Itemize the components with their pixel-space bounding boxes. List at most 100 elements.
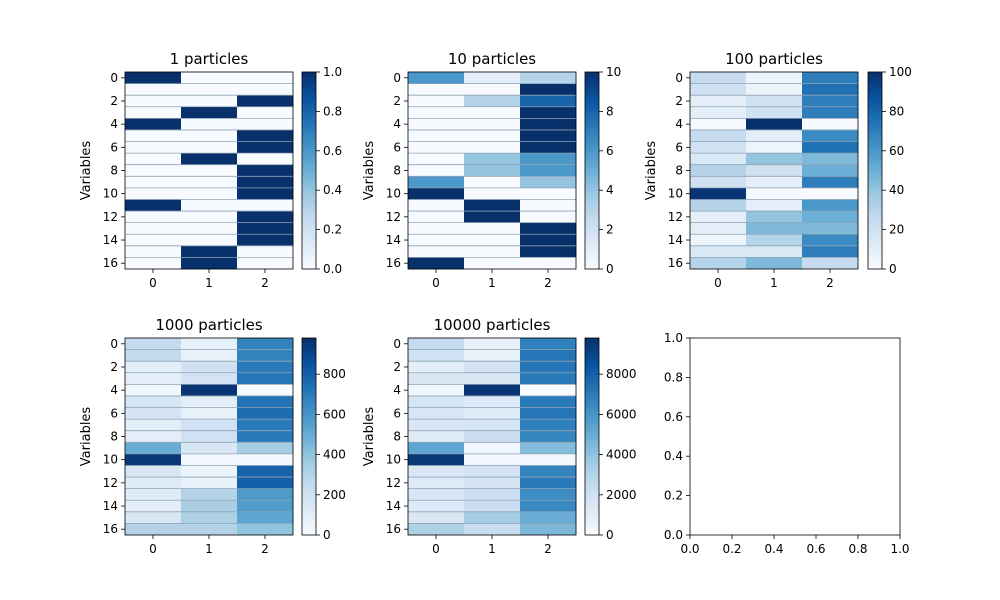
- heatmap-cell: [746, 245, 803, 258]
- heatmap-cell: [237, 500, 294, 513]
- heatmap-cell: [464, 453, 521, 466]
- x-tick-label: 1: [488, 542, 496, 556]
- heatmap-cell: [746, 83, 803, 96]
- y-tick-label: 0: [110, 71, 118, 85]
- heatmap-cell: [181, 245, 238, 258]
- colorbar: [301, 71, 317, 270]
- x-tick-label: 2: [826, 276, 834, 290]
- heatmap-cell: [408, 83, 465, 96]
- heatmap-cell: [464, 372, 521, 385]
- heatmap-cell: [125, 453, 182, 466]
- heatmap-cell: [464, 164, 521, 177]
- heatmap-cell: [408, 222, 465, 235]
- heatmap-cell: [181, 187, 238, 200]
- colorbar: [584, 337, 600, 536]
- heatmap-cell: [690, 245, 747, 258]
- heatmap-cell: [802, 72, 859, 84]
- heatmap-cell: [802, 176, 859, 189]
- heatmap-cell: [181, 477, 238, 489]
- heatmap-cell: [408, 199, 465, 212]
- x-tick-label: 1: [770, 276, 778, 290]
- heatmap-cell: [237, 453, 294, 466]
- empty-axes-panel: 0.0 0.2 0.4 0.6 0.8 1.0 0.0 0.2 0.4 0.6 0.8 1.0: [664, 331, 910, 556]
- heatmap-cell: [125, 153, 182, 166]
- heatmap-cell: [237, 384, 294, 397]
- heatmap-cell: [125, 442, 182, 455]
- colorbar-tick-label: 60: [889, 144, 904, 158]
- y-tick-label: 0: [393, 71, 401, 85]
- heatmap-cell: [181, 500, 238, 513]
- heatmap-cell: [464, 523, 521, 536]
- heatmap-cell: [690, 199, 747, 212]
- colorbar-tick-label: 0.6: [323, 144, 342, 158]
- heatmap-cell: [464, 234, 521, 247]
- heatmap-cell: [464, 500, 521, 513]
- heatmap-cell: [125, 118, 182, 131]
- heatmap-cell: [802, 211, 859, 223]
- heatmap-cell: [520, 372, 577, 385]
- heatmap-cell: [464, 361, 521, 374]
- heatmap-cell: [690, 187, 747, 200]
- y-tick-label: 0.6: [664, 410, 683, 424]
- x-tick-label: 1: [205, 276, 213, 290]
- heatmap-cell: [464, 419, 521, 432]
- heatmap-cell: [520, 500, 577, 513]
- heatmap-cell: [690, 164, 747, 177]
- y-tick-label: 12: [103, 476, 118, 490]
- y-tick-label: 12: [386, 476, 401, 490]
- heatmap-cell: [408, 372, 465, 385]
- heatmap-cell: [408, 349, 465, 362]
- colorbar-tick-label: 0.2: [323, 223, 342, 237]
- heatmap-cell: [464, 141, 521, 154]
- heatmap-cell: [520, 164, 577, 177]
- heatmap-cell: [408, 361, 465, 374]
- heatmap-cell: [746, 118, 803, 131]
- heatmap-cell: [125, 257, 182, 270]
- colorbar-tick-label: 20: [889, 223, 904, 237]
- heatmap-cell: [520, 211, 577, 223]
- y-tick-label: 10: [668, 187, 683, 201]
- y-tick-label: 16: [103, 256, 118, 270]
- heatmap-cell: [464, 153, 521, 166]
- heatmap-cell: [181, 442, 238, 455]
- heatmap-cell: [237, 407, 294, 420]
- heatmap-cell: [520, 419, 577, 432]
- y-tick-label: 14: [386, 233, 401, 247]
- heatmap-cell: [408, 523, 465, 536]
- heatmap-cell: [181, 72, 238, 84]
- heatmap-cell: [746, 257, 803, 270]
- heatmap-cell: [746, 129, 803, 142]
- heatmap-cell: [181, 95, 238, 108]
- heatmap-cell: [237, 372, 294, 385]
- y-tick-label: 14: [103, 499, 118, 513]
- heatmap-cell: [181, 361, 238, 374]
- heatmap-cell: [181, 153, 238, 166]
- y-tick-label: 2: [110, 94, 118, 108]
- heatmap-cell: [408, 95, 465, 108]
- heatmap-cell: [746, 72, 803, 84]
- heatmap-cell: [237, 129, 294, 142]
- colorbar-tick-label: 600: [323, 407, 346, 421]
- heatmap-cell: [125, 384, 182, 397]
- colorbar-tick-label: 10: [606, 65, 621, 79]
- heatmap-cell: [237, 338, 294, 350]
- heatmap-cell: [746, 211, 803, 223]
- y-tick-label: 4: [675, 117, 683, 131]
- heatmap-cell: [464, 222, 521, 235]
- heatmap-cell: [690, 141, 747, 154]
- heatmap-cell: [237, 83, 294, 96]
- colorbar: [301, 337, 317, 536]
- panel-title: 1 particles: [170, 50, 249, 68]
- y-tick-label: 1.0: [664, 331, 683, 345]
- heatmap-cell: [746, 234, 803, 247]
- heatmap-cell: [237, 106, 294, 119]
- axes-frame: [689, 337, 901, 536]
- y-tick-label: 8: [110, 430, 118, 444]
- heatmap-cell: [802, 199, 859, 212]
- x-tick-label: 0: [149, 276, 157, 290]
- x-tick-label: 0.0: [680, 542, 699, 556]
- y-axis-label: Variables: [79, 407, 94, 467]
- heatmap-cell: [408, 234, 465, 247]
- heatmap-cell: [237, 211, 294, 223]
